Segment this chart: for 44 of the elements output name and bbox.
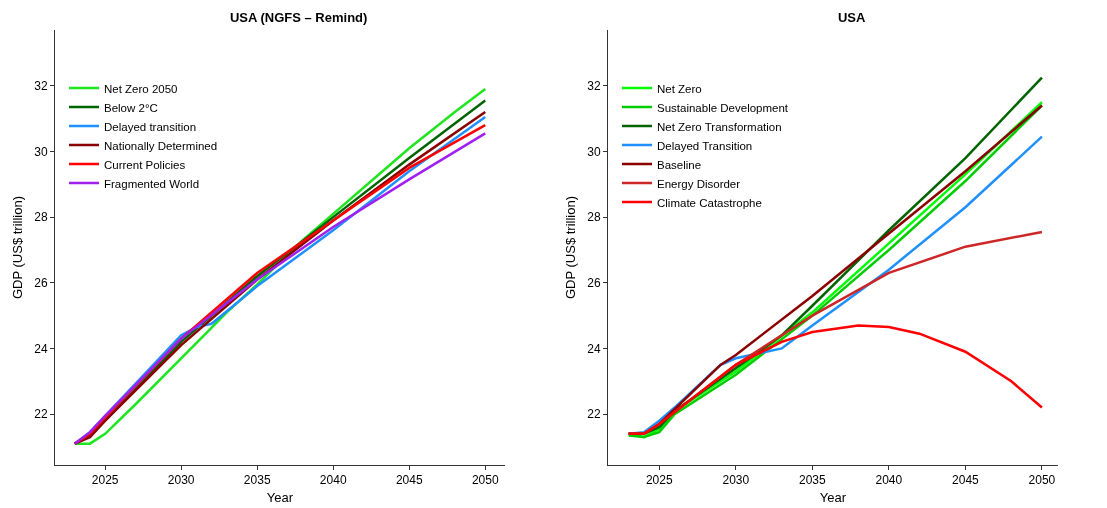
y-tick-label: 26 xyxy=(587,275,601,290)
legend-label: Fragmented World xyxy=(104,177,200,190)
y-tick-label: 24 xyxy=(587,341,601,356)
x-tick-label: 2050 xyxy=(471,473,499,488)
y-axis-title: GDP (US$ trillion) xyxy=(10,195,26,300)
y-tick-label: 30 xyxy=(587,144,601,159)
chart-title: USA xyxy=(837,9,866,25)
line-series xyxy=(627,324,1044,436)
x-axis-title: Year xyxy=(819,490,847,505)
x-tick-label: 2040 xyxy=(875,473,903,488)
x-tick-label: 2045 xyxy=(395,473,423,488)
legend-label: Sustainable Development xyxy=(657,101,789,114)
y-axis-title: GDP (US$ trillion) xyxy=(563,195,579,300)
legend-label: Net Zero Transformation xyxy=(657,120,782,133)
chart-title: USA (NGFS – Remind) xyxy=(229,9,368,25)
legend-label: Below 2°C xyxy=(104,101,158,114)
y-tick-label: 28 xyxy=(34,210,48,225)
x-tick-label: 2035 xyxy=(243,473,271,488)
legend-label: Net Zero 2050 xyxy=(104,82,178,95)
legend-label: Net Zero xyxy=(657,82,702,95)
legend-label: Delayed Transition xyxy=(657,139,753,152)
legend-label: Current Policies xyxy=(104,158,186,171)
y-tick-label: 32 xyxy=(587,79,601,94)
x-tick-label: 2030 xyxy=(167,473,195,488)
x-tick-label: 2035 xyxy=(798,473,827,488)
y-tick-label: 32 xyxy=(34,79,48,94)
y-tick-label: 28 xyxy=(587,210,601,225)
y-tick-label: 26 xyxy=(34,275,48,290)
legend-label: Energy Disorder xyxy=(657,177,741,190)
x-tick-label: 2050 xyxy=(1028,473,1056,488)
x-tick-label: 2040 xyxy=(319,473,347,488)
legend-label: Baseline xyxy=(657,158,702,171)
x-tick-label: 2025 xyxy=(645,473,673,488)
legend-label: Climate Catastrophe xyxy=(657,196,762,209)
x-tick-label: 2030 xyxy=(722,473,750,488)
y-tick-label: 22 xyxy=(587,407,601,422)
x-tick-label: 2045 xyxy=(952,473,980,488)
legend-label: Nationally Determined xyxy=(104,139,218,152)
legend-label: Delayed transition xyxy=(104,120,197,133)
y-tick-label: 22 xyxy=(34,407,48,422)
y-tick-label: 24 xyxy=(34,341,48,356)
x-axis-title: Year xyxy=(266,490,294,505)
y-tick-label: 30 xyxy=(34,144,48,159)
x-tick-label: 2025 xyxy=(91,473,119,488)
